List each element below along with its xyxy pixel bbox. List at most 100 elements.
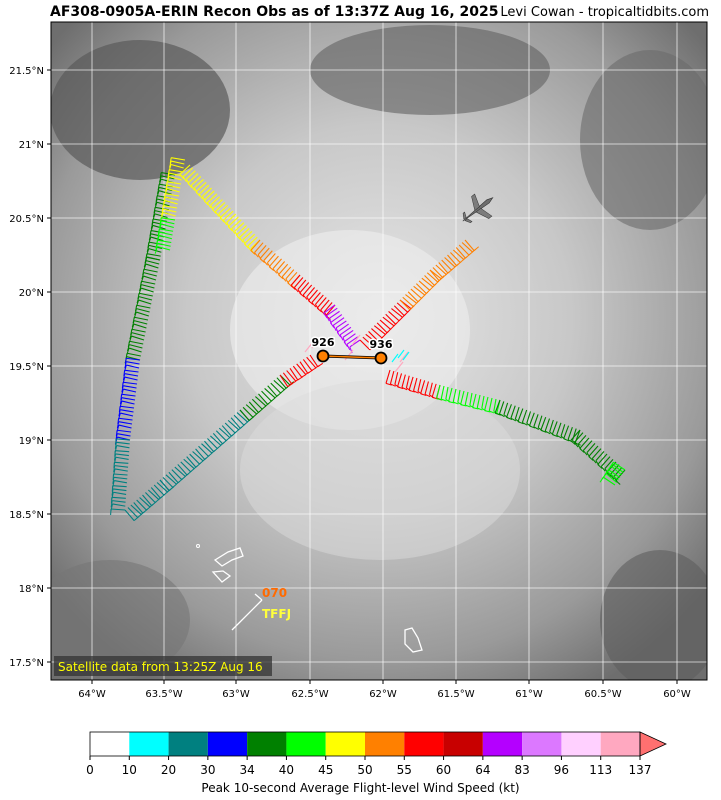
lon-tick-label: 61°W	[515, 689, 543, 700]
wind-barb	[438, 262, 449, 274]
lat-tick-label: 19°N	[19, 436, 44, 447]
wind-barb	[266, 253, 276, 264]
wind-barb	[113, 476, 128, 480]
station-wind-label: 070	[262, 586, 287, 600]
wind-barb	[503, 402, 509, 415]
wind-barb-flag	[460, 404, 467, 407]
wind-barb	[233, 414, 245, 426]
wind-barb	[436, 384, 441, 399]
wind-barb-flag	[143, 260, 147, 268]
wind-barb-flag	[494, 412, 501, 416]
wind-barb-flag	[259, 258, 265, 263]
colorbar-segment	[168, 732, 208, 756]
wind-barb-flag	[206, 202, 212, 209]
wind-barb	[582, 440, 593, 451]
wind-barb	[231, 219, 242, 230]
wind-barb	[152, 218, 167, 222]
wind-barb	[126, 357, 141, 361]
wind-barb	[440, 385, 445, 400]
wind-barb	[570, 429, 581, 441]
gridlines	[51, 22, 707, 680]
wind-barb	[157, 239, 172, 244]
wind-barb	[289, 368, 299, 381]
colorbar-segment	[404, 732, 444, 756]
wind-barb-flag	[465, 404, 471, 408]
lat-tick-label: 18.5°N	[9, 510, 44, 521]
wind-barb	[394, 372, 399, 385]
wind-barb-flag	[552, 434, 559, 438]
lon-tick-label: 60°W	[663, 689, 691, 700]
wind-barb-flag	[195, 191, 201, 197]
wind-barb	[166, 187, 180, 193]
center-fix-point	[374, 351, 388, 365]
wind-barb-flag	[131, 320, 135, 328]
wind-barb-flag	[468, 251, 474, 256]
wind-barb-flag	[473, 246, 479, 252]
wind-barb-flag	[533, 426, 540, 430]
wind-barb-flag	[124, 361, 127, 369]
wind-barb	[268, 255, 279, 268]
wind-barb	[391, 308, 403, 318]
wind-barb	[455, 247, 466, 259]
wind-barb	[413, 285, 426, 296]
wind-barb	[145, 260, 160, 265]
wind-barb	[323, 302, 333, 313]
wind-barb-flag	[489, 410, 495, 414]
wind-barb-flag	[281, 276, 287, 282]
wind-barb	[311, 337, 321, 349]
wind-barb	[235, 225, 247, 236]
wind-barb	[292, 365, 303, 378]
wind-barb	[286, 370, 297, 382]
wind-barb	[143, 275, 157, 281]
wind-barb-flag	[484, 410, 491, 413]
wind-barb-flag	[268, 266, 275, 272]
wind-barb-flag	[294, 287, 299, 293]
wind-barb-flag	[119, 397, 123, 405]
wind-barb	[351, 334, 361, 346]
wind-barb-flag	[190, 185, 196, 191]
pressure-label-936: 936	[370, 338, 393, 351]
wind-barb	[145, 492, 156, 503]
wind-barb	[227, 419, 239, 431]
colorbar-tick-label: 45	[318, 763, 334, 777]
wind-barb	[537, 415, 543, 428]
wind-barb	[484, 396, 489, 411]
wind-barb	[464, 239, 475, 251]
wind-barb-flag	[163, 196, 166, 204]
wind-barb	[309, 354, 319, 367]
wind-barb	[247, 236, 258, 247]
wind-barb-flag	[235, 234, 241, 240]
wind-barb	[320, 299, 330, 311]
wind-barb	[126, 361, 140, 365]
wind-barb-flag	[397, 386, 404, 390]
wind-barb	[148, 244, 163, 249]
wind-barb-flag	[510, 417, 517, 422]
wind-barb	[514, 406, 520, 420]
wind-barb	[210, 196, 220, 206]
wind-barb	[168, 471, 179, 484]
wind-barb-flag	[139, 284, 142, 292]
wind-barb	[563, 425, 570, 440]
wind-barb	[444, 257, 456, 268]
wind-barb	[152, 224, 166, 230]
wind-barb-flag	[339, 334, 344, 341]
wind-barb-flag	[606, 472, 612, 477]
dark-cloud-region	[580, 50, 707, 230]
wind-barb	[316, 297, 327, 309]
wind-barb	[493, 398, 497, 412]
wind-barb	[138, 292, 153, 297]
wind-barb	[110, 508, 126, 511]
wind-barb	[606, 471, 619, 481]
colorbar-segment	[325, 732, 365, 756]
wind-barb	[405, 294, 417, 304]
wind-barb	[131, 328, 146, 333]
wind-barb	[276, 261, 286, 272]
wind-barb	[376, 322, 388, 334]
wind-barb-flag	[114, 442, 117, 449]
wind-barb	[171, 157, 186, 161]
wind-barb-flag	[442, 273, 447, 278]
wind-barb	[605, 473, 618, 483]
wind-barb	[187, 173, 199, 184]
wind-barb-flag	[599, 476, 604, 483]
